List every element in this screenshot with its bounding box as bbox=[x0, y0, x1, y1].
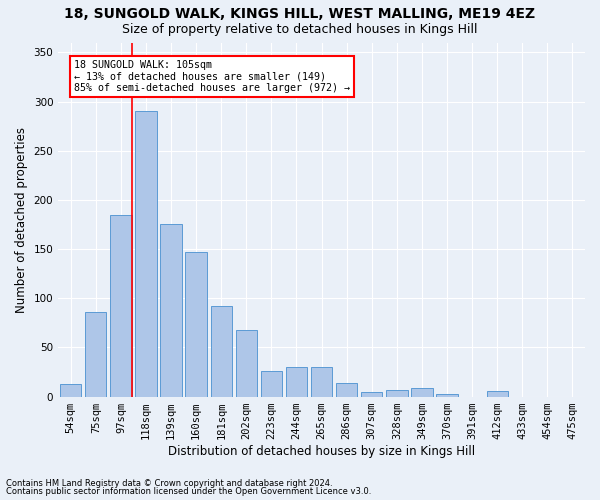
Bar bbox=[60, 384, 82, 396]
Text: 18, SUNGOLD WALK, KINGS HILL, WEST MALLING, ME19 4EZ: 18, SUNGOLD WALK, KINGS HILL, WEST MALLI… bbox=[64, 8, 536, 22]
Bar bbox=[436, 394, 458, 396]
Bar bbox=[160, 224, 182, 396]
Text: 18 SUNGOLD WALK: 105sqm
← 13% of detached houses are smaller (149)
85% of semi-d: 18 SUNGOLD WALK: 105sqm ← 13% of detache… bbox=[74, 60, 350, 94]
Bar bbox=[286, 367, 307, 396]
Bar bbox=[336, 383, 358, 396]
Bar bbox=[110, 214, 131, 396]
Bar bbox=[487, 390, 508, 396]
Bar bbox=[136, 112, 157, 397]
Bar bbox=[211, 306, 232, 396]
Text: Contains public sector information licensed under the Open Government Licence v3: Contains public sector information licen… bbox=[6, 487, 371, 496]
Y-axis label: Number of detached properties: Number of detached properties bbox=[15, 126, 28, 312]
Text: Size of property relative to detached houses in Kings Hill: Size of property relative to detached ho… bbox=[122, 22, 478, 36]
Bar bbox=[411, 388, 433, 396]
X-axis label: Distribution of detached houses by size in Kings Hill: Distribution of detached houses by size … bbox=[168, 444, 475, 458]
Bar bbox=[311, 367, 332, 396]
Bar bbox=[261, 371, 282, 396]
Bar bbox=[85, 312, 106, 396]
Bar bbox=[386, 390, 407, 396]
Bar bbox=[185, 252, 207, 396]
Text: Contains HM Land Registry data © Crown copyright and database right 2024.: Contains HM Land Registry data © Crown c… bbox=[6, 478, 332, 488]
Bar bbox=[236, 330, 257, 396]
Bar bbox=[361, 392, 382, 396]
